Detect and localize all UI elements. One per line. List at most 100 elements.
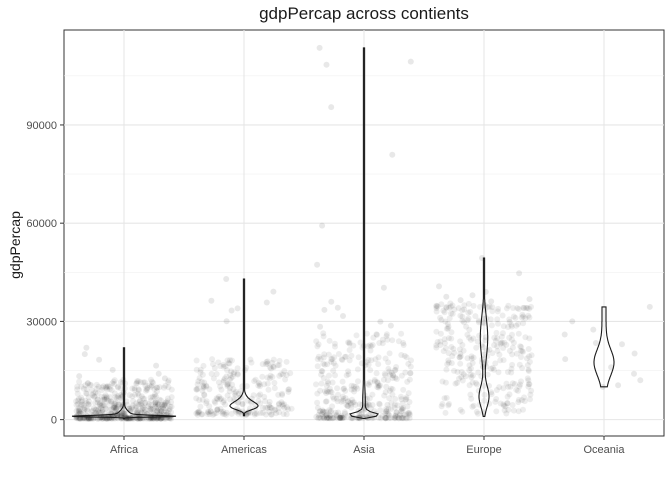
data-point bbox=[127, 407, 134, 414]
data-point bbox=[95, 383, 102, 390]
data-point bbox=[390, 372, 397, 379]
data-point bbox=[561, 331, 568, 338]
data-point bbox=[120, 409, 127, 416]
data-point bbox=[469, 403, 476, 410]
data-point bbox=[82, 382, 89, 389]
data-point bbox=[198, 411, 205, 418]
data-point bbox=[348, 382, 355, 389]
data-point bbox=[500, 401, 507, 408]
data-point bbox=[325, 389, 332, 395]
data-point bbox=[275, 405, 282, 411]
data-point bbox=[404, 415, 410, 422]
data-point bbox=[338, 398, 345, 405]
data-point bbox=[129, 393, 136, 400]
data-point bbox=[447, 300, 454, 307]
data-point bbox=[154, 384, 161, 391]
data-point bbox=[141, 400, 148, 406]
data-point bbox=[193, 386, 200, 393]
data-point bbox=[408, 357, 414, 364]
data-point bbox=[85, 401, 92, 408]
data-point bbox=[403, 354, 410, 361]
data-point bbox=[232, 392, 239, 399]
data-point bbox=[391, 415, 398, 422]
data-point bbox=[515, 396, 522, 403]
data-point bbox=[383, 333, 390, 340]
data-point bbox=[325, 415, 332, 422]
data-point bbox=[206, 411, 213, 418]
data-point bbox=[113, 405, 120, 411]
x-axis: Africa Americas Asia Europe Oceania bbox=[110, 436, 625, 456]
data-point bbox=[318, 411, 325, 418]
data-point bbox=[99, 407, 106, 414]
data-point bbox=[509, 380, 516, 387]
data-point bbox=[195, 408, 202, 415]
data-point bbox=[99, 406, 106, 413]
data-point bbox=[196, 408, 203, 415]
data-point bbox=[517, 343, 524, 350]
data-point bbox=[508, 369, 515, 376]
data-point bbox=[473, 408, 480, 415]
data-point bbox=[323, 411, 330, 418]
data-point bbox=[520, 406, 526, 413]
data-point bbox=[100, 383, 107, 390]
data-point bbox=[89, 407, 96, 414]
data-point bbox=[457, 350, 464, 357]
data-point bbox=[228, 410, 235, 417]
data-point bbox=[149, 378, 156, 385]
data-point bbox=[346, 339, 353, 346]
data-point bbox=[442, 379, 449, 386]
data-point bbox=[138, 393, 145, 400]
data-point bbox=[248, 359, 255, 366]
data-point bbox=[268, 411, 275, 418]
data-point bbox=[168, 399, 175, 406]
data-point bbox=[230, 370, 237, 377]
data-point bbox=[493, 408, 500, 415]
data-point bbox=[373, 331, 380, 338]
data-point bbox=[275, 401, 282, 408]
data-point bbox=[136, 415, 143, 422]
data-point bbox=[119, 410, 126, 417]
data-point bbox=[215, 379, 222, 386]
data-point bbox=[382, 414, 389, 421]
data-point bbox=[386, 412, 393, 419]
data-point bbox=[468, 353, 475, 360]
data-point bbox=[206, 386, 213, 393]
data-point bbox=[117, 394, 124, 401]
data-point bbox=[111, 390, 118, 397]
data-point bbox=[323, 61, 330, 68]
data-point bbox=[342, 410, 349, 417]
data-point bbox=[509, 331, 515, 338]
y-tick-label: 90000 bbox=[26, 120, 57, 132]
data-point bbox=[203, 383, 210, 390]
data-point bbox=[329, 403, 336, 410]
data-point bbox=[478, 342, 485, 349]
data-point bbox=[108, 415, 115, 422]
data-point bbox=[267, 404, 274, 411]
data-point bbox=[199, 411, 206, 418]
data-point bbox=[492, 337, 499, 344]
data-point bbox=[167, 403, 174, 410]
data-point bbox=[97, 409, 104, 416]
data-point bbox=[324, 414, 330, 421]
data-point bbox=[94, 396, 101, 403]
data-point bbox=[503, 410, 510, 417]
data-point bbox=[323, 408, 330, 415]
data-point bbox=[159, 404, 166, 411]
data-point bbox=[155, 415, 162, 422]
data-point bbox=[162, 401, 169, 408]
data-point bbox=[156, 396, 163, 403]
data-point bbox=[318, 380, 325, 387]
data-point bbox=[470, 372, 476, 379]
data-point bbox=[115, 403, 121, 410]
data-point bbox=[359, 401, 366, 408]
data-point bbox=[395, 415, 402, 422]
data-point bbox=[196, 409, 202, 416]
data-point bbox=[457, 360, 464, 367]
data-point bbox=[84, 380, 91, 387]
data-point bbox=[323, 390, 330, 397]
data-point bbox=[525, 312, 532, 319]
data-point bbox=[314, 404, 321, 411]
data-point bbox=[112, 406, 119, 413]
data-point bbox=[323, 412, 330, 419]
data-point bbox=[393, 364, 400, 370]
